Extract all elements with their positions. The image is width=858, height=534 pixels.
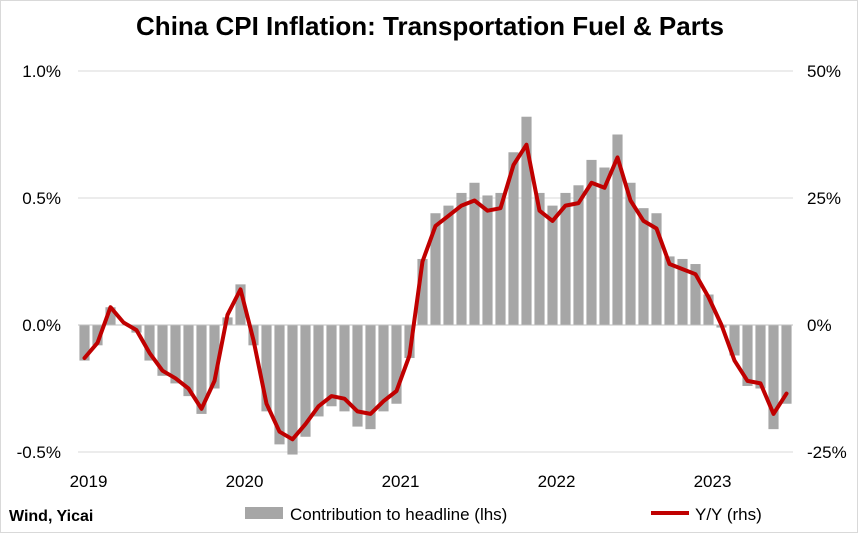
chart-title: China CPI Inflation: Transportation Fuel… [136, 11, 724, 41]
x-tick-label: 2019 [70, 472, 108, 491]
bar [599, 167, 610, 325]
bar-series [79, 116, 792, 455]
bar [638, 208, 649, 325]
bar [768, 325, 779, 430]
right-tick-label: 50% [807, 62, 841, 81]
bar [79, 325, 90, 361]
x-tick-label: 2022 [538, 472, 576, 491]
legend-bar-swatch [245, 507, 283, 519]
bar [300, 325, 311, 437]
legend-bar-label: Contribution to headline (lhs) [290, 505, 507, 524]
bar [677, 258, 688, 325]
right-tick-label: 25% [807, 189, 841, 208]
bar [521, 116, 532, 325]
line-series [82, 142, 789, 442]
bar [235, 284, 246, 325]
x-tick-label: 2021 [382, 472, 420, 491]
x-tick-label: 2020 [226, 472, 264, 491]
bar [573, 185, 584, 325]
bar [417, 258, 428, 325]
bar [326, 325, 337, 407]
bar [261, 325, 272, 412]
bar [534, 192, 545, 325]
bar [664, 256, 675, 325]
bar [391, 325, 402, 404]
left-tick-label: 0.5% [22, 189, 61, 208]
bar [365, 325, 376, 430]
bar [443, 205, 454, 325]
bar [586, 159, 597, 325]
bar [651, 213, 662, 325]
bar [612, 134, 623, 325]
bar [690, 264, 701, 325]
bar [144, 325, 155, 361]
bar [560, 192, 571, 325]
bar [729, 325, 740, 356]
legend: Contribution to headline (lhs) Y/Y (rhs) [245, 505, 762, 524]
bar [430, 213, 441, 325]
bar [352, 325, 363, 427]
bar [781, 325, 792, 404]
bar [703, 294, 714, 325]
bar [105, 307, 116, 325]
right-tick-label: -25% [807, 443, 847, 462]
bar [209, 325, 220, 389]
left-tick-label: 0.0% [22, 316, 61, 335]
x-tick-label: 2023 [694, 472, 732, 491]
bar [755, 325, 766, 389]
bar [378, 325, 389, 412]
x-axis-ticks: 2019 2020 2021 2022 2023 [70, 472, 732, 491]
bar [92, 325, 103, 346]
bar [157, 325, 168, 376]
right-tick-label: 0% [807, 316, 832, 335]
gridlines [78, 70, 793, 453]
bar [183, 325, 194, 397]
bar [547, 205, 558, 325]
bar [274, 325, 285, 445]
right-axis-ticks: 50% 25% 0% -25% [807, 62, 847, 462]
bar [742, 325, 753, 386]
bar [456, 192, 467, 325]
bar [287, 325, 298, 455]
bar [508, 152, 519, 325]
source-label: Wind, Yicai [9, 508, 93, 525]
bar [339, 325, 350, 412]
bar [625, 182, 636, 325]
bar [482, 195, 493, 325]
left-tick-label: -0.5% [17, 443, 61, 462]
bar [170, 325, 181, 384]
bar [196, 325, 207, 414]
legend-line-label: Y/Y (rhs) [695, 505, 762, 524]
left-tick-label: 1.0% [22, 62, 61, 81]
bar [313, 325, 324, 417]
bar [495, 192, 506, 325]
left-axis-ticks: 1.0% 0.5% 0.0% -0.5% [17, 62, 61, 462]
bar [469, 182, 480, 325]
